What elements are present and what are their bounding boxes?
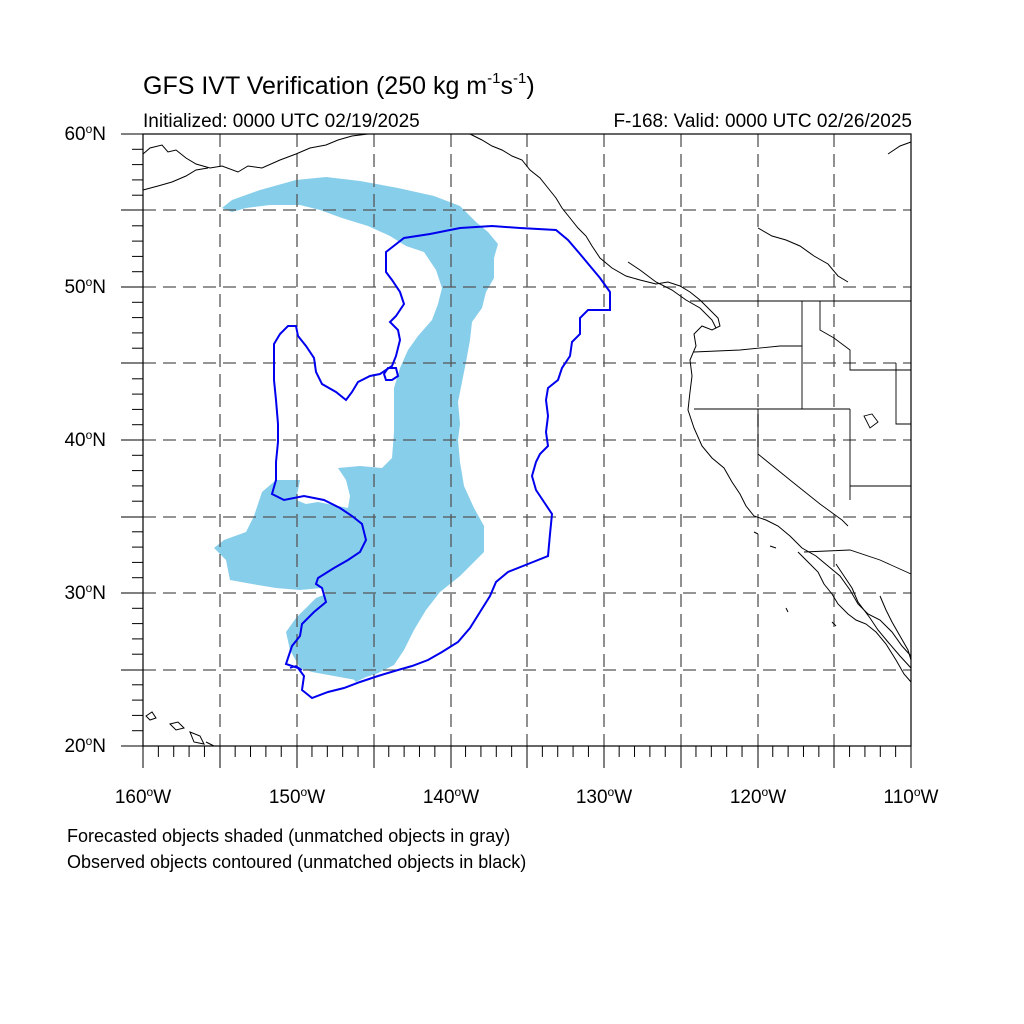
- lon-label-110w: 110oW: [883, 785, 939, 808]
- axis-ticks: [121, 133, 912, 768]
- lat-label-50: 50oN: [64, 275, 106, 298]
- california-nevada-border: [757, 409, 849, 527]
- montana-border: [819, 301, 911, 371]
- initialized-time: Initialized: 0000 UTC 02/19/2025: [143, 111, 420, 132]
- alaska-peninsula-coast-south: [142, 167, 209, 191]
- bc-interior-coastline: [757, 227, 849, 283]
- footnote-observed: Observed objects contoured (unmatched ob…: [67, 852, 527, 872]
- lake-great-salt: [863, 413, 879, 429]
- washington-oregon-border: [693, 345, 802, 353]
- observed-ivt-contour-loop: [382, 367, 400, 381]
- forecast-ivt-object: [214, 177, 498, 680]
- coastlines: [142, 133, 912, 747]
- lon-label-150w: 150oW: [268, 785, 326, 808]
- wyoming-border: [895, 363, 911, 425]
- vancouver-island-coast: [627, 261, 717, 329]
- baja-california-coast: [797, 551, 912, 683]
- gulf-of-alaska-coast: [469, 133, 912, 657]
- footnote-forecast: Forecasted objects shaded (unmatched obj…: [67, 826, 511, 846]
- lon-label-120w: 120oW: [729, 785, 787, 808]
- graticule: [143, 134, 911, 746]
- lon-label-130w: 130oW: [575, 785, 633, 808]
- valid-time: F-168: Valid: 0000 UTC 02/26/2025: [613, 111, 912, 132]
- map-title: GFS IVT Verification (250 kg m-1s-1): [143, 70, 535, 100]
- channel-islands: [753, 531, 837, 627]
- gulf-of-california-coast: [835, 563, 912, 669]
- forecast-ivt-object-fragment: [346, 664, 368, 682]
- lat-label-60: 60oN: [64, 122, 106, 145]
- observed-ivt-contour: [270, 224, 611, 700]
- observed-ivt-contour-tail: [289, 665, 303, 671]
- lat-label-20: 20oN: [64, 734, 106, 757]
- lon-label-140w: 140oW: [422, 785, 480, 808]
- hawaii-islands: [145, 711, 215, 747]
- alaska-peninsula-coast: [142, 133, 369, 173]
- northern-bc-coast: [887, 141, 912, 155]
- lat-label-30: 30oN: [64, 581, 106, 604]
- mexico-mainland-coast: [879, 595, 912, 661]
- minor-ticks: [132, 148, 897, 757]
- lon-label-160w: 160oW: [114, 785, 172, 808]
- mexico-us-border: [803, 549, 912, 575]
- lat-label-40: 40oN: [64, 428, 106, 451]
- political-boundaries: [690, 300, 912, 575]
